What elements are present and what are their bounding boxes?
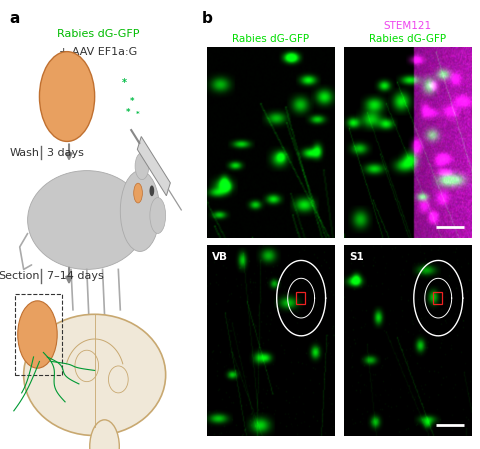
Text: a: a [10, 11, 20, 26]
Circle shape [149, 185, 154, 196]
Ellipse shape [120, 171, 159, 251]
Text: Section: Section [0, 271, 39, 281]
Circle shape [133, 183, 142, 203]
Text: *: * [130, 97, 134, 106]
Ellipse shape [24, 314, 165, 436]
Ellipse shape [135, 153, 149, 180]
Ellipse shape [39, 52, 95, 141]
Text: b: b [202, 11, 213, 26]
Text: S1: S1 [348, 252, 363, 262]
Text: *: * [136, 111, 140, 118]
Text: STEM121: STEM121 [383, 22, 431, 31]
Ellipse shape [18, 301, 57, 368]
Text: *: * [126, 108, 130, 117]
Text: + AAV EF1a:G: + AAV EF1a:G [60, 47, 137, 57]
Text: Rabies dG-GFP: Rabies dG-GFP [231, 34, 309, 44]
Text: Rabies dG-GFP: Rabies dG-GFP [57, 29, 140, 39]
Ellipse shape [27, 171, 145, 269]
Polygon shape [137, 136, 170, 196]
Bar [15, 294, 62, 375]
Text: 3 days: 3 days [47, 148, 84, 158]
Text: 7–14 days: 7–14 days [47, 271, 104, 281]
Ellipse shape [90, 420, 119, 449]
Ellipse shape [150, 198, 165, 233]
Text: VB: VB [212, 252, 228, 262]
Text: Wash: Wash [10, 148, 39, 158]
Text: Rabies dG-GFP: Rabies dG-GFP [368, 34, 445, 44]
Text: *: * [121, 78, 126, 88]
